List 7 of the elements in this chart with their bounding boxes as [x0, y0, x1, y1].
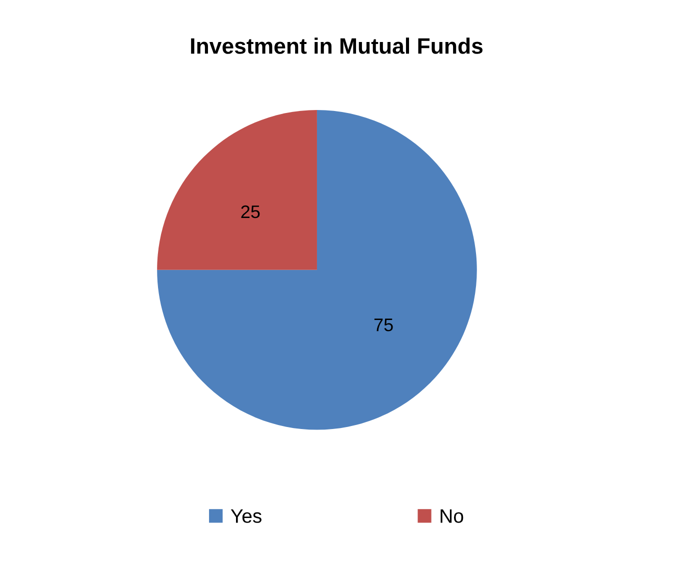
chart-title: Investment in Mutual Funds — [191, 38, 483, 54]
legend-label: Yes — [230, 509, 262, 523]
data-label: 25 — [241, 205, 260, 218]
data-label: 75 — [374, 318, 393, 332]
legend-label: No — [440, 509, 464, 523]
pie-slice — [157, 110, 477, 430]
pie-slice — [157, 110, 317, 270]
